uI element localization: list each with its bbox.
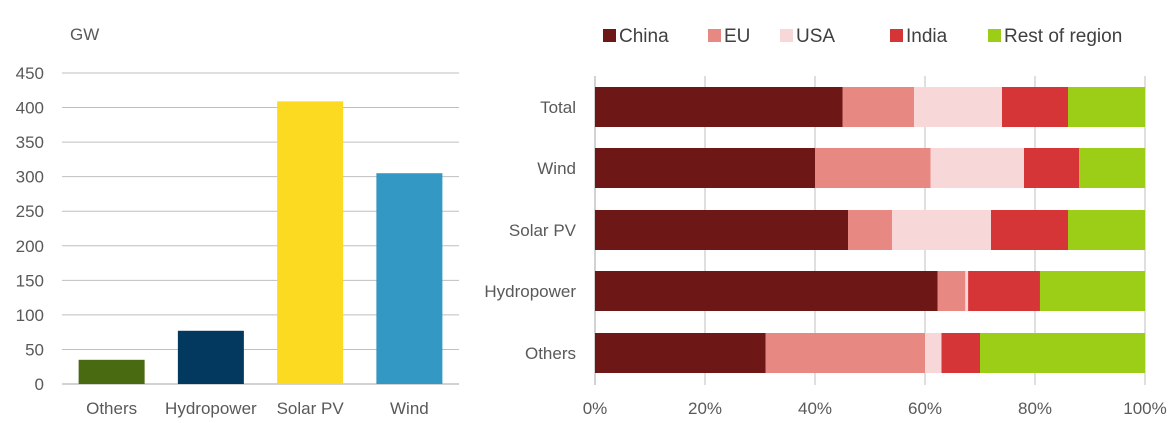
- segment-others-india: [941, 333, 980, 373]
- segment-wind-india: [1024, 148, 1079, 188]
- segment-wind-eu: [815, 148, 931, 188]
- left-x-tick-label: Solar PV: [277, 399, 345, 418]
- legend-label: China: [619, 26, 669, 47]
- legend-label: EU: [724, 26, 750, 47]
- legend-swatch: [988, 29, 1001, 42]
- left-gridlines: [62, 72, 459, 385]
- right-bars: [595, 87, 1145, 373]
- left-unit-label: GW: [70, 25, 99, 44]
- right-x-tick-label: 40%: [798, 399, 832, 418]
- left-y-tick-label: 0: [35, 375, 44, 394]
- segment-others-usa: [925, 333, 942, 373]
- segment-wind-china: [595, 148, 815, 188]
- left-y-tick-label: 200: [16, 237, 44, 256]
- legend-item-china: China: [603, 26, 669, 47]
- legend-item-usa: USA: [780, 26, 835, 47]
- legend-label: Rest of region: [1004, 26, 1122, 47]
- legend-swatch: [890, 29, 903, 42]
- segment-solar-pv-eu: [848, 210, 892, 250]
- left-y-tick-label: 450: [16, 64, 44, 83]
- segment-wind-rest-of-region: [1079, 148, 1145, 188]
- bar-solar-pv: [277, 101, 344, 384]
- left-y-tick-label: 350: [16, 133, 44, 152]
- left-y-tick-label: 100: [16, 306, 44, 325]
- left-y-tick-label: 300: [16, 168, 44, 187]
- left-x-tick-label: Hydropower: [165, 399, 257, 418]
- bar-wind: [376, 173, 443, 384]
- right-category-labels: Total Wind Solar PV Hydropower Others: [484, 98, 576, 363]
- regional-share-chart: China EU USA India Rest of region Total Wind S…: [484, 26, 1166, 418]
- right-x-tick-label: 80%: [1018, 399, 1052, 418]
- segment-solar-pv-india: [991, 210, 1068, 250]
- bar-hydropower: [177, 330, 244, 384]
- segment-total-eu: [842, 87, 914, 127]
- left-y-tick-label: 50: [25, 340, 44, 359]
- segment-total-rest-of-region: [1068, 87, 1145, 127]
- bar-others: [78, 359, 145, 384]
- right-x-tick-label: 0%: [583, 399, 608, 418]
- legend-label: USA: [796, 26, 835, 47]
- legend-swatch: [603, 29, 616, 42]
- segment-hydropower-china: [595, 271, 938, 311]
- segment-solar-pv-china: [595, 210, 848, 250]
- right-x-tick-label: 20%: [688, 399, 722, 418]
- segment-hydropower-eu: [937, 271, 966, 311]
- left-y-ticks: 0 50 100 150 200 250 300 350 400 450: [16, 64, 44, 394]
- segment-others-rest-of-region: [980, 333, 1145, 373]
- capacity-bar-chart: GW 0 50 100 150 200 250 300 350 400 450 Others Hyd…: [16, 25, 459, 418]
- right-category-label: Total: [540, 98, 576, 117]
- segment-total-china: [595, 87, 843, 127]
- legend-label: India: [906, 26, 948, 47]
- right-x-ticks: 0% 20% 40% 60% 80% 100%: [583, 399, 1167, 418]
- segment-hydropower-usa: [965, 271, 969, 311]
- legend-item-rest-of-region: Rest of region: [988, 26, 1122, 47]
- segment-total-india: [1002, 87, 1068, 127]
- segment-others-eu: [765, 333, 925, 373]
- right-category-label: Solar PV: [509, 221, 577, 240]
- left-bars: [78, 101, 443, 384]
- segment-solar-pv-usa: [892, 210, 991, 250]
- segment-total-usa: [914, 87, 1002, 127]
- right-category-label: Hydropower: [484, 282, 576, 301]
- segment-wind-usa: [930, 148, 1024, 188]
- left-x-tick-label: Wind: [390, 399, 429, 418]
- legend: China EU USA India Rest of region: [603, 26, 1122, 47]
- legend-item-india: India: [890, 26, 948, 47]
- legend-item-eu: EU: [708, 26, 750, 47]
- segment-hydropower-india: [968, 271, 1040, 311]
- left-y-tick-label: 250: [16, 202, 44, 221]
- right-x-tick-label: 60%: [908, 399, 942, 418]
- right-category-label: Others: [525, 344, 576, 363]
- left-y-tick-label: 150: [16, 271, 44, 290]
- legend-swatch: [708, 29, 721, 42]
- left-x-ticks: Others Hydropower Solar PV Wind: [86, 399, 429, 418]
- left-x-tick-label: Others: [86, 399, 137, 418]
- left-y-tick-label: 400: [16, 99, 44, 118]
- right-x-tick-label: 100%: [1123, 399, 1166, 418]
- segment-solar-pv-rest-of-region: [1068, 210, 1145, 250]
- segment-others-china: [595, 333, 766, 373]
- legend-swatch: [780, 29, 793, 42]
- segment-hydropower-rest-of-region: [1039, 271, 1145, 311]
- right-category-label: Wind: [537, 159, 576, 178]
